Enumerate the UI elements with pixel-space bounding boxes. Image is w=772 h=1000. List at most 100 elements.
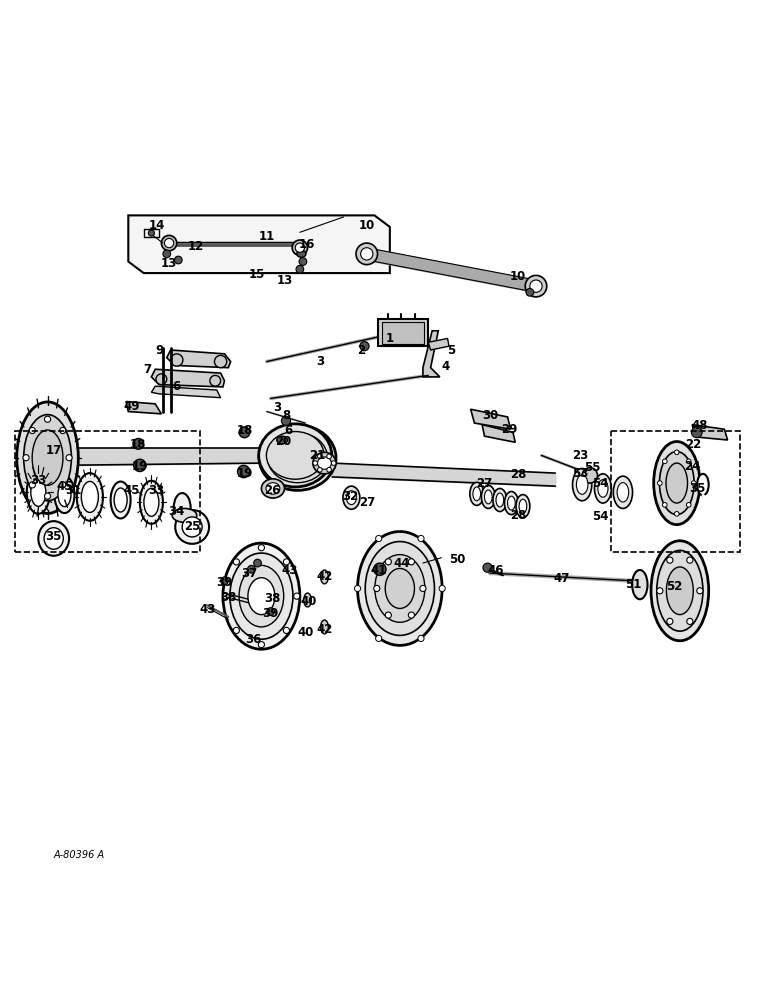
Circle shape: [317, 454, 322, 459]
Circle shape: [161, 235, 177, 251]
Circle shape: [293, 593, 300, 599]
Ellipse shape: [144, 488, 159, 516]
Circle shape: [356, 243, 378, 265]
Ellipse shape: [55, 476, 74, 513]
Text: 8: 8: [282, 409, 290, 422]
Text: 17: 17: [46, 444, 62, 457]
Text: 53: 53: [571, 467, 588, 480]
Ellipse shape: [114, 488, 127, 512]
Text: 13: 13: [161, 257, 178, 270]
Circle shape: [376, 635, 382, 641]
Ellipse shape: [259, 425, 336, 490]
Text: 6: 6: [173, 380, 181, 393]
Ellipse shape: [44, 528, 63, 549]
Ellipse shape: [303, 593, 311, 607]
Circle shape: [233, 627, 239, 633]
Polygon shape: [482, 425, 515, 442]
Text: 27: 27: [360, 496, 376, 509]
Circle shape: [675, 512, 679, 516]
Ellipse shape: [485, 490, 493, 504]
Circle shape: [133, 438, 144, 449]
Text: 15: 15: [249, 268, 265, 281]
Circle shape: [299, 258, 306, 265]
Circle shape: [238, 465, 250, 478]
Ellipse shape: [519, 499, 527, 513]
Circle shape: [667, 557, 673, 563]
Circle shape: [385, 612, 391, 618]
Ellipse shape: [31, 478, 46, 506]
Circle shape: [361, 248, 373, 260]
Text: 40: 40: [301, 595, 317, 608]
Circle shape: [354, 585, 361, 592]
Text: 55: 55: [584, 461, 601, 474]
Ellipse shape: [697, 474, 709, 495]
Circle shape: [156, 374, 167, 385]
Circle shape: [675, 450, 679, 455]
Ellipse shape: [259, 424, 332, 487]
Text: 45: 45: [124, 484, 141, 497]
Text: 42: 42: [317, 570, 333, 583]
Text: 26: 26: [264, 484, 280, 497]
Circle shape: [418, 635, 424, 641]
Circle shape: [66, 455, 72, 461]
Polygon shape: [128, 215, 390, 273]
Ellipse shape: [375, 555, 425, 622]
Text: 29: 29: [501, 423, 517, 436]
Bar: [378, 319, 428, 346]
Text: 35: 35: [689, 482, 706, 495]
Ellipse shape: [110, 482, 130, 518]
Text: 47: 47: [554, 572, 570, 585]
Text: 38: 38: [220, 591, 236, 604]
Circle shape: [259, 642, 265, 648]
Circle shape: [662, 503, 667, 507]
Circle shape: [692, 427, 703, 438]
Circle shape: [582, 468, 598, 483]
Polygon shape: [167, 350, 231, 368]
Ellipse shape: [27, 471, 50, 514]
Circle shape: [331, 461, 336, 465]
Circle shape: [662, 459, 667, 464]
Circle shape: [687, 618, 693, 624]
Text: 10: 10: [510, 270, 527, 283]
Text: 28: 28: [510, 509, 527, 522]
Text: 54: 54: [591, 477, 608, 490]
Text: 44: 44: [393, 557, 410, 570]
Text: 19: 19: [236, 467, 252, 480]
Ellipse shape: [223, 543, 300, 649]
Ellipse shape: [365, 542, 435, 635]
Ellipse shape: [357, 532, 442, 645]
Ellipse shape: [32, 430, 63, 485]
Circle shape: [327, 467, 331, 472]
Polygon shape: [171, 242, 301, 245]
Text: 7: 7: [144, 363, 151, 376]
Ellipse shape: [320, 620, 328, 634]
Text: 12: 12: [188, 240, 204, 253]
Ellipse shape: [654, 442, 700, 525]
Circle shape: [327, 454, 331, 459]
Text: 18: 18: [130, 438, 147, 451]
Circle shape: [45, 416, 51, 422]
Text: 31: 31: [65, 484, 81, 497]
Ellipse shape: [320, 570, 328, 584]
Text: 1: 1: [386, 332, 394, 345]
Text: 43: 43: [199, 603, 215, 616]
Ellipse shape: [172, 508, 197, 522]
Polygon shape: [151, 369, 225, 387]
Circle shape: [23, 455, 29, 461]
Circle shape: [292, 240, 307, 255]
Ellipse shape: [81, 481, 98, 512]
Ellipse shape: [24, 415, 71, 501]
Text: 48: 48: [692, 419, 708, 432]
Text: 19: 19: [132, 460, 148, 473]
Text: 11: 11: [259, 230, 275, 243]
Circle shape: [281, 416, 290, 425]
Ellipse shape: [577, 475, 588, 494]
Circle shape: [374, 585, 380, 592]
Ellipse shape: [262, 479, 284, 498]
Ellipse shape: [58, 483, 71, 507]
Circle shape: [182, 517, 202, 537]
Circle shape: [385, 559, 391, 565]
Ellipse shape: [507, 496, 515, 510]
Text: 28: 28: [510, 468, 527, 481]
Circle shape: [697, 588, 703, 594]
